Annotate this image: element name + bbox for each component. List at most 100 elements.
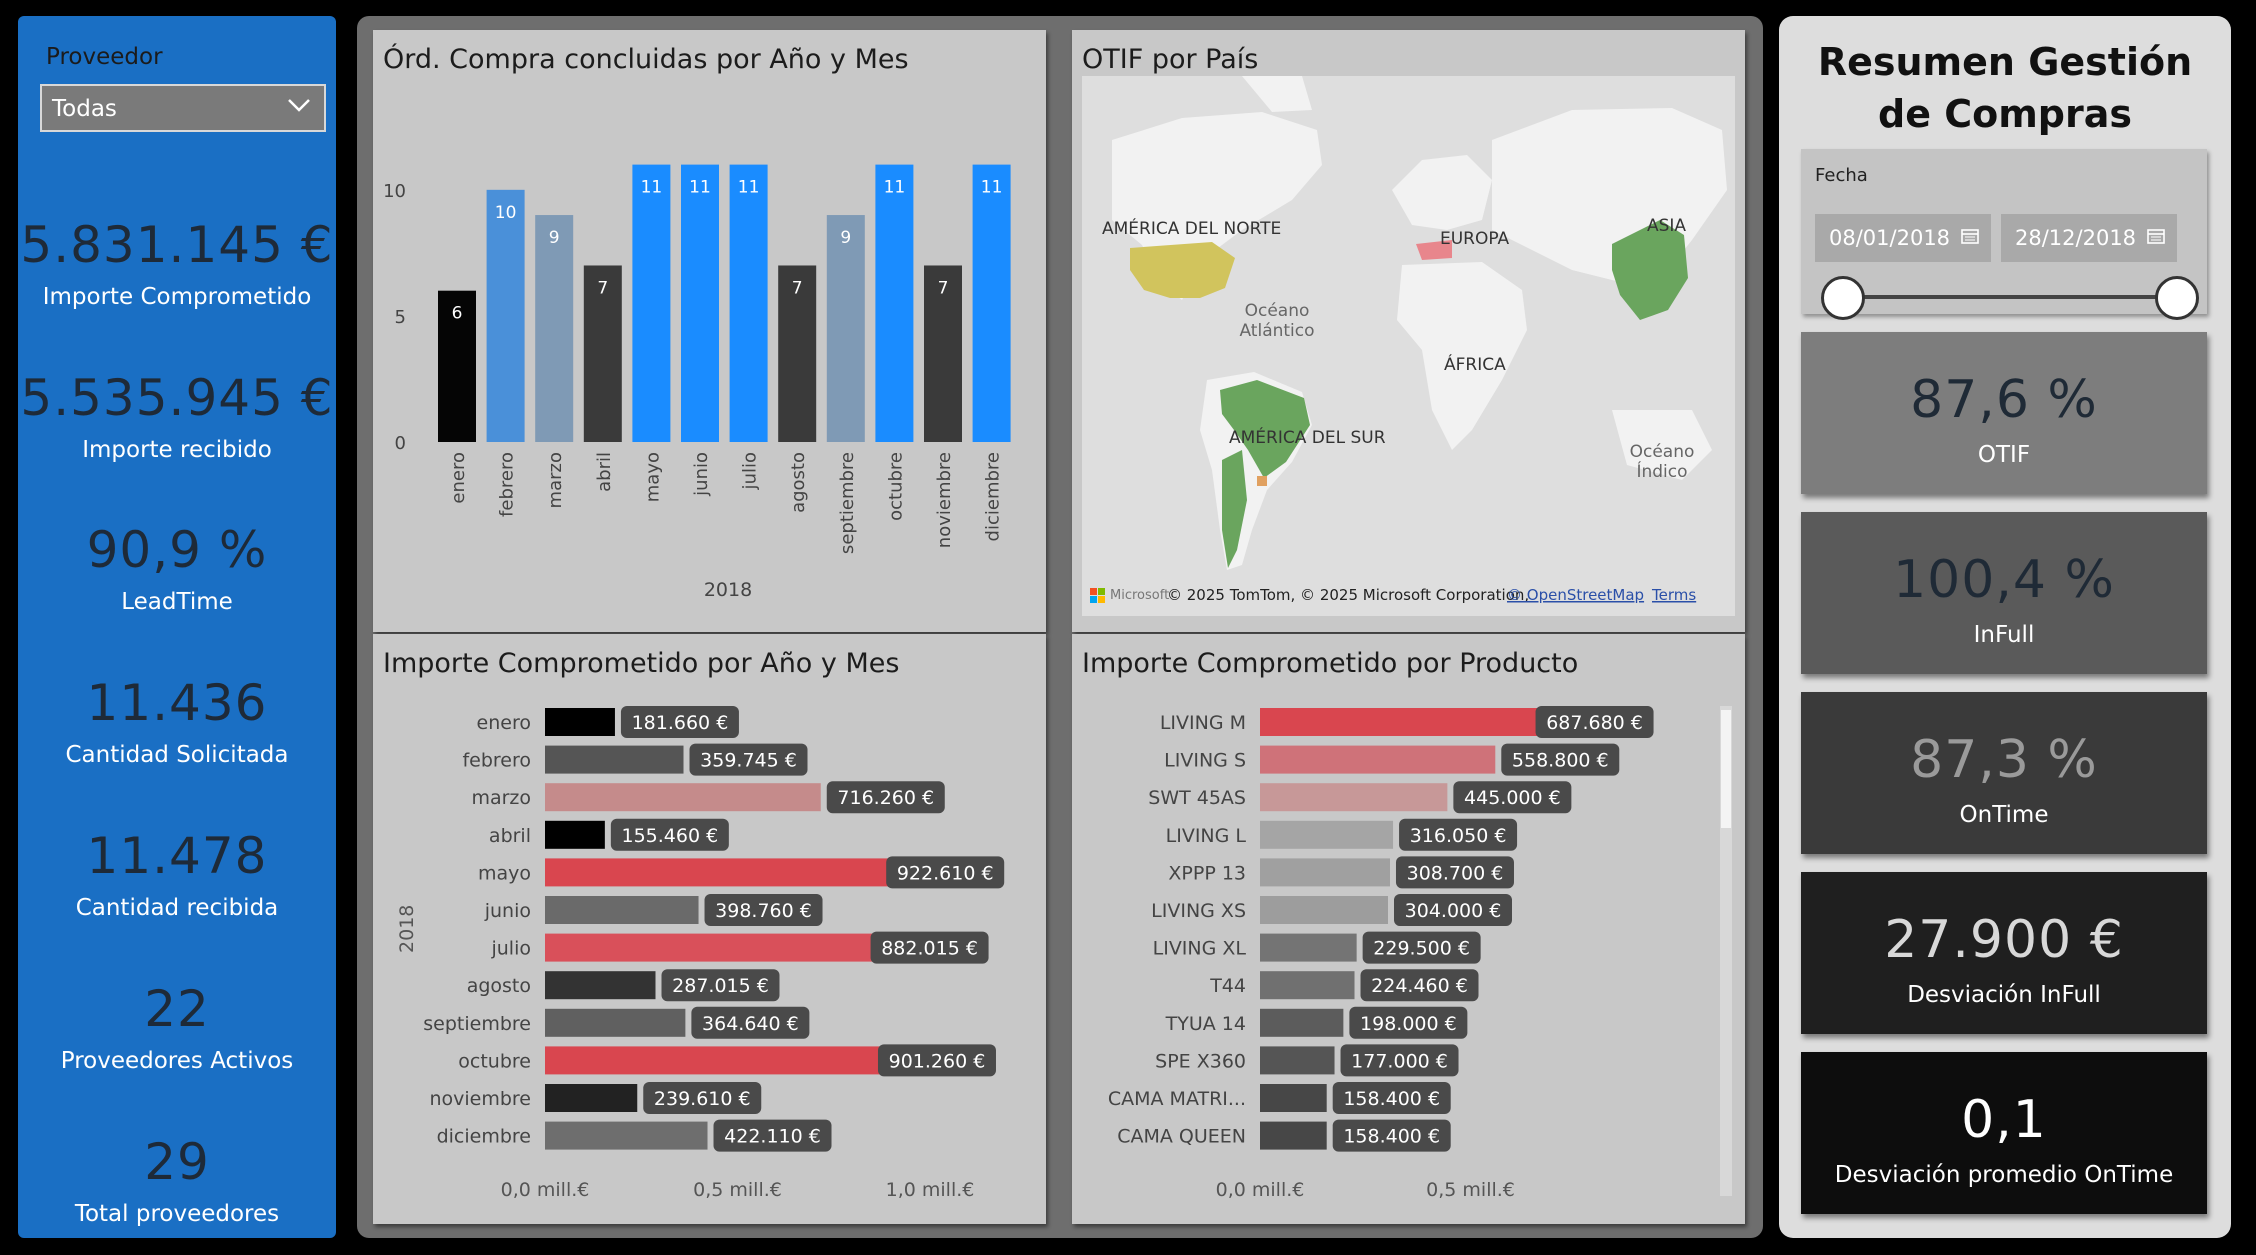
y-tick-label: julio: [490, 938, 531, 960]
x-tick-label: 0,0 mill.€: [1216, 1179, 1305, 1201]
y-tick-label: junio: [484, 900, 531, 922]
osm-link[interactable]: © OpenStreetMap: [1507, 586, 1644, 604]
bar-data-label: 11: [738, 178, 760, 198]
y-tick-label: XPPP 13: [1168, 862, 1246, 884]
kpi-value: 22: [144, 980, 210, 1038]
uruguay-region[interactable]: [1257, 476, 1267, 486]
label-africa: ÁFRICA: [1444, 353, 1506, 375]
bar-data-label: 224.460 €: [1371, 975, 1468, 997]
date-end-value: 28/12/2018: [2015, 226, 2137, 250]
bar: [1260, 783, 1448, 812]
otif-map[interactable]: AMÉRICA DEL NORTE EUROPA ASIA Océano Atlá…: [1072, 30, 1745, 632]
brazil-region[interactable]: [1220, 380, 1310, 478]
usa-region[interactable]: [1130, 242, 1235, 298]
bar-data-label-bg: [1399, 818, 1518, 851]
bar: [1260, 745, 1496, 774]
bar-data-label: 7: [938, 278, 949, 298]
kpi-label: Desviación promedio OnTime: [1834, 1162, 2174, 1188]
date-start-value: 08/01/2018: [1829, 226, 1951, 250]
label-asia: ASIA: [1647, 216, 1686, 236]
summary-panel: Resumen Gestión de Compras Fecha 08/01/2…: [1779, 16, 2231, 1238]
terms-link[interactable]: Terms: [1651, 586, 1696, 604]
bar-data-label: 308.700 €: [1407, 862, 1504, 884]
x-tick-label: 0,5 mill.€: [1426, 1179, 1515, 1201]
bar-data-label: 155.460 €: [622, 825, 719, 847]
bar: [1260, 896, 1388, 924]
date-slider-end-handle[interactable]: [2155, 276, 2199, 320]
bar: [545, 745, 684, 774]
kpi-value: 27.900 €: [1884, 910, 2124, 970]
kpi-label: OnTime: [1959, 802, 2049, 828]
label-atlantic: Océano Atlántico: [1239, 301, 1314, 341]
summary-title: Resumen Gestión de Compras: [1779, 36, 2231, 140]
bar: [778, 265, 817, 442]
spain-region[interactable]: [1416, 240, 1452, 260]
kpi-desviacion-infull-card: 27.900 € Desviación InFull: [1801, 872, 2207, 1034]
china-region[interactable]: [1612, 220, 1688, 320]
bar: [1260, 971, 1355, 1000]
date-filter: Fecha 08/01/2018 28/12/2018: [1801, 149, 2207, 320]
bar-data-label: 6: [452, 304, 463, 324]
calendar-icon[interactable]: [2147, 228, 2165, 244]
africa-land: [1397, 262, 1527, 450]
bar-data-label: 11: [884, 178, 906, 198]
bar-data-label-bg: [1332, 1082, 1451, 1114]
bar-data-label-bg: [1362, 931, 1481, 964]
scrollbar-thumb[interactable]: [1721, 710, 1731, 828]
bar-data-label-bg: [620, 706, 739, 738]
bar-data-label: 11: [689, 178, 711, 198]
kpi-value: 5.535.945 €: [20, 369, 334, 427]
bar-data-label: 901.260 €: [889, 1050, 986, 1072]
bar-data-label: 181.660 €: [632, 712, 729, 734]
date-slider-track[interactable]: [1843, 295, 2177, 299]
bar-data-label: 11: [981, 178, 1003, 198]
y-tick-label: CAMA MATRI...: [1108, 1088, 1246, 1110]
y-tick-label: TYUA 14: [1165, 1013, 1246, 1035]
x-tick-label: 0,5 mill.€: [693, 1179, 782, 1201]
date-start-input[interactable]: 08/01/2018: [1815, 214, 1991, 262]
bar-data-label-bg: [1394, 894, 1512, 926]
y-tick-label: LIVING XS: [1151, 900, 1246, 922]
bar: [545, 708, 615, 736]
bar-data-label: 882.015 €: [881, 938, 978, 960]
bar-data-label-bg: [1349, 1006, 1468, 1039]
kpi-label: OTIF: [1977, 442, 2031, 468]
chile-argentina-region[interactable]: [1222, 450, 1247, 568]
y-tick-label: LIVING M: [1160, 712, 1246, 734]
scrollbar-track[interactable]: [1720, 706, 1732, 1196]
kpi-desviacion-ontime-card: 0,1 Desviación promedio OnTime: [1801, 1052, 2207, 1214]
date-label: Fecha: [1815, 165, 1868, 186]
bar-data-label: 922.610 €: [897, 862, 994, 884]
bar-data-label: 9: [549, 228, 560, 248]
y-tick-label: SPE X360: [1155, 1050, 1246, 1072]
chart-title: Importe Comprometido por Año y Mes: [383, 648, 900, 679]
bar: [1260, 1084, 1327, 1112]
x-tick-label: noviembre: [934, 452, 955, 548]
label-south-america: AMÉRICA DEL SUR: [1229, 426, 1386, 448]
ordenes-compra-svg: 0 5 10 6 enero 10 febrero 9 marzo 7 abril 11 mayo 11 j…: [383, 164, 1011, 601]
kpi-importe-comprometido: 5.831.145 € Importe Comprometido: [18, 216, 336, 310]
bar-data-label: 7: [597, 278, 608, 298]
kpi-label: Total proveedores: [74, 1201, 280, 1227]
x-tick-label: mayo: [642, 452, 663, 502]
bar: [486, 189, 525, 442]
date-end-input[interactable]: 28/12/2018: [2001, 214, 2177, 262]
importe-mes-chart[interactable]: enero 181.660 € febrero 359.745 € marzo 716.2…: [373, 634, 1046, 1224]
date-slider-start-handle[interactable]: [1821, 276, 1865, 320]
y-tick-label: noviembre: [429, 1088, 531, 1110]
proveedor-dropdown[interactable]: Todas: [40, 84, 326, 132]
bar: [545, 1121, 708, 1150]
bar-data-label-bg: [877, 1044, 996, 1077]
bar-data-label-bg: [691, 1006, 810, 1039]
y-group-label: 2018: [396, 905, 418, 953]
ordenes-compra-chart[interactable]: 0 5 10 6 enero 10 febrero 9 marzo 7 abril 11 mayo 11 j…: [373, 30, 1046, 632]
summary-title-line1: Resumen Gestión: [1817, 40, 2193, 84]
x-tick-label: diciembre: [983, 452, 1004, 541]
importe-producto-svg: LIVING M 687.680 € LIVING S 558.800 € SWT 45…: [1108, 706, 1654, 1201]
bar-data-label: 716.260 €: [837, 787, 934, 809]
bar: [545, 858, 901, 887]
importe-producto-chart[interactable]: LIVING M 687.680 € LIVING S 558.800 € SWT 45…: [1072, 634, 1745, 1224]
bar-data-label-bg: [886, 856, 1005, 889]
y-tick-label: mayo: [478, 862, 531, 884]
calendar-icon[interactable]: [1961, 228, 1979, 244]
